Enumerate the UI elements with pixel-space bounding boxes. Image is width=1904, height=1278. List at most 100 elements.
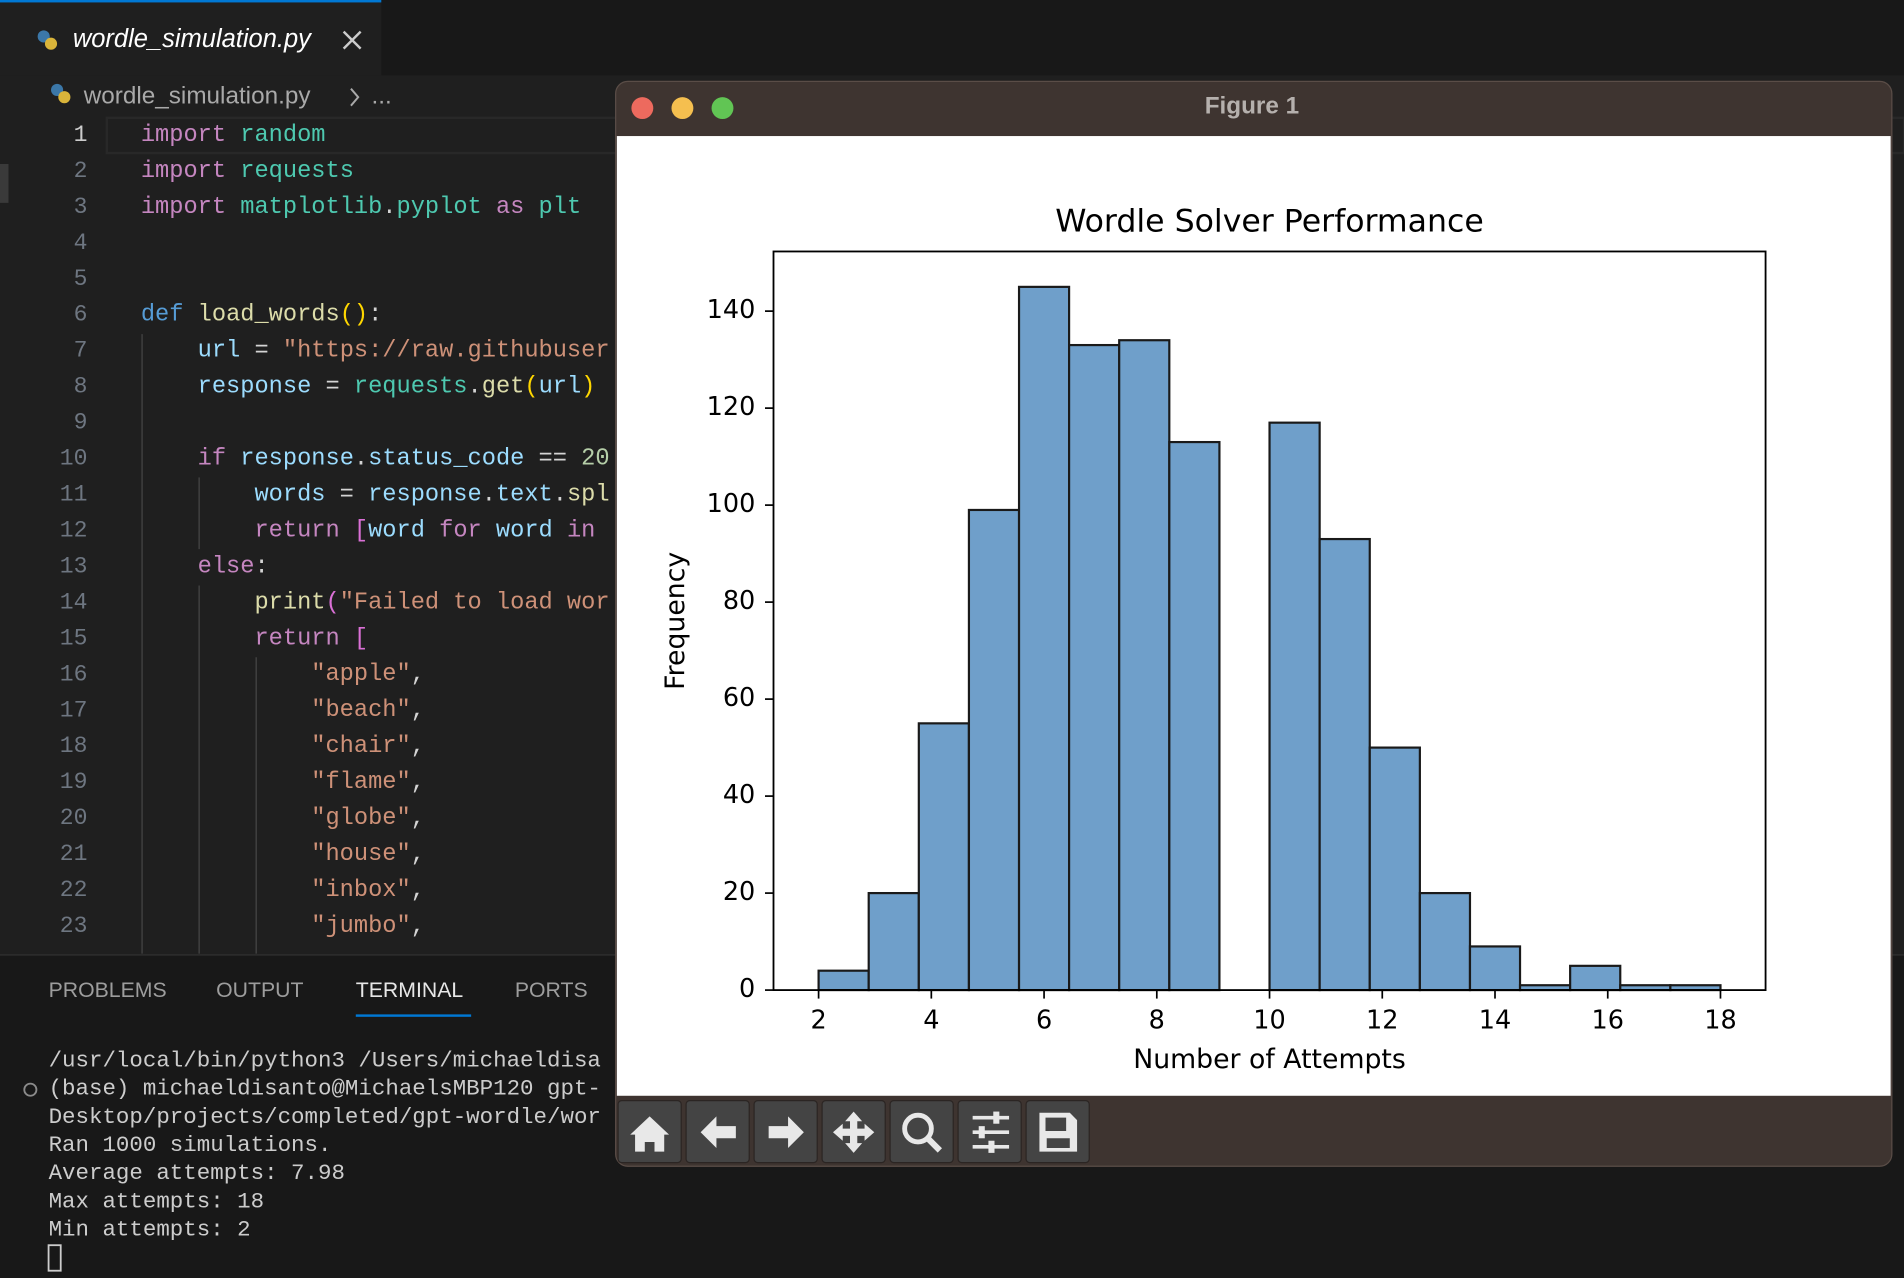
code-token: matplotlib [240,194,382,221]
y-tick-label: 140 [707,295,756,325]
breadcrumb-chevron [350,88,360,107]
code-token: load_words [198,302,340,329]
terminal[interactable]: /usr/local/bin/python3 /Users/michaeldis… [49,1047,601,1242]
bar [867,891,920,992]
code-token: "globe" [141,805,411,832]
code-token: "chair" [141,733,411,760]
code-editor[interactable]: 1 import random 2 import requests 3 import ma… [60,122,610,940]
code-token: , [411,733,425,760]
breadcrumb-file[interactable]: wordle_simulation.py [83,83,312,110]
line-number: 22 [60,877,88,903]
code-token: word [496,518,567,545]
y-axis-label: Frequency [660,552,691,690]
code-token: , [411,913,425,940]
line-number: 5 [74,266,88,292]
code-token: return [141,626,354,653]
code-token: [ [354,518,368,545]
terminal-line: /usr/local/bin/python3 /Users/michaeldis… [49,1047,601,1073]
active-tab[interactable] [0,0,382,76]
terminal-line: Desktop/projects/completed/gpt-wordle/wo… [49,1104,601,1130]
code-token: response [141,374,311,401]
code-token: : [368,302,382,329]
code-token: if [141,446,240,473]
zoom-button[interactable] [711,97,734,120]
bar [1318,537,1371,992]
window-title: Figure 1 [1205,92,1299,119]
code-token: "apple" [141,661,411,688]
bar [1368,746,1421,992]
line-number: 13 [60,553,88,579]
tab-title: wordle_simulation.py [73,25,313,53]
code-token: status_code [368,446,524,473]
line-number: 21 [60,841,88,867]
code-token: "Failed to load wor [340,590,610,617]
zoom-rect-button[interactable] [889,1100,954,1164]
code-token: for [439,518,496,545]
terminal-line: (base) michaeldisanto@MichaelsMBP120 gpt… [49,1076,601,1102]
code-token: return [141,518,354,545]
code-token: import [141,158,240,185]
code-line: import requests [141,158,354,185]
line-number: 19 [60,769,88,795]
terminal-line: Ran 1000 simulations. [49,1132,332,1158]
panel-tab[interactable]: TERMINAL [356,978,464,1002]
code-token: pyplot [397,194,482,221]
line-number: 20 [60,805,88,831]
code-line: "beach", [141,697,425,724]
code-line: def load_words(): [141,302,382,329]
active-tab-underline [355,1014,472,1017]
y-tick-label: 20 [723,877,755,907]
active-tab-border [0,0,382,3]
line-number: 6 [74,302,88,328]
terminal-cursor [47,1244,62,1272]
bar [817,969,870,992]
code-token: , [411,805,425,832]
code-token: word [368,518,439,545]
panel-tab[interactable]: OUTPUT [216,978,303,1002]
code-token: as [482,194,539,221]
line-number: 18 [60,733,88,759]
code-token: . [354,446,368,473]
tab-close[interactable] [342,30,362,50]
line-number: 9 [74,410,88,436]
code-token: , [411,841,425,868]
code-line: "jumbo", [141,913,425,940]
activity-marker [0,164,9,203]
panel-tabs: PROBLEMS OUTPUT TERMINAL PORTS [49,978,588,1017]
code-token: . [553,482,567,509]
line-number: 2 [74,158,88,184]
x-tick-label: 14 [1479,1006,1511,1036]
y-tick-label: 100 [707,489,756,519]
code-token: spl [567,482,610,509]
code-token: . [482,482,496,509]
x-axis-label: Number of Attempts [1133,1044,1406,1075]
code-token: import [141,122,240,149]
breadcrumb-more[interactable]: ... [372,83,392,110]
line-number: 17 [60,697,88,723]
code-token: requests [240,158,354,185]
line-number: 16 [60,661,88,687]
minimize-button[interactable] [671,97,694,120]
y-tick-label: 120 [707,392,756,422]
x-tick-label: 18 [1704,1006,1736,1036]
panel-tab[interactable]: PORTS [515,978,588,1002]
panel-tab[interactable]: PROBLEMS [49,978,167,1002]
code-token: . [382,194,396,221]
bar [1569,964,1622,992]
bar [1168,440,1221,992]
code-token: in [567,518,610,545]
code-token: "beach" [141,697,411,724]
code-token: () [340,302,368,329]
code-line: import matplotlib.pyplot as plt [141,194,581,221]
code-token: 20 [581,446,609,473]
line-number: 7 [74,338,88,364]
indent-guides [141,334,257,954]
code-token: = [311,374,354,401]
line-number: 15 [60,625,88,651]
code-token: else [141,554,255,581]
bar [1118,339,1171,992]
x-tick-label: 2 [810,1006,826,1036]
code-token: plt [539,194,582,221]
close-button[interactable] [631,97,654,120]
code-token: , [411,697,425,724]
